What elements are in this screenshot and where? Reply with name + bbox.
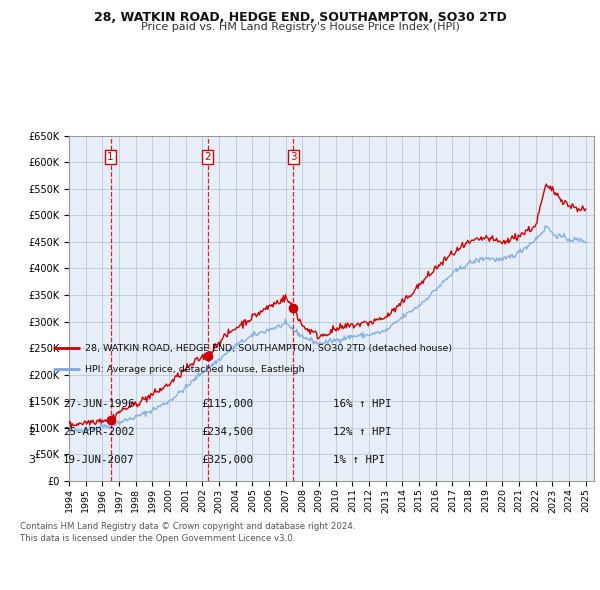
Text: 3: 3 — [290, 152, 296, 162]
Text: 1: 1 — [107, 152, 114, 162]
Text: Contains HM Land Registry data © Crown copyright and database right 2024.
This d: Contains HM Land Registry data © Crown c… — [20, 522, 355, 543]
Text: 2: 2 — [204, 152, 211, 162]
Text: £115,000: £115,000 — [201, 399, 253, 408]
Text: 3: 3 — [28, 455, 35, 465]
Text: HPI: Average price, detached house, Eastleigh: HPI: Average price, detached house, East… — [85, 365, 304, 375]
Text: Price paid vs. HM Land Registry's House Price Index (HPI): Price paid vs. HM Land Registry's House … — [140, 22, 460, 32]
Text: 2: 2 — [28, 427, 35, 437]
Text: 28, WATKIN ROAD, HEDGE END, SOUTHAMPTON, SO30 2TD: 28, WATKIN ROAD, HEDGE END, SOUTHAMPTON,… — [94, 11, 506, 24]
Text: 19-JUN-2007: 19-JUN-2007 — [63, 455, 134, 465]
Text: 25-APR-2002: 25-APR-2002 — [63, 427, 134, 437]
Text: 28, WATKIN ROAD, HEDGE END, SOUTHAMPTON, SO30 2TD (detached house): 28, WATKIN ROAD, HEDGE END, SOUTHAMPTON,… — [85, 344, 452, 353]
Text: £234,500: £234,500 — [201, 427, 253, 437]
Text: 12% ↑ HPI: 12% ↑ HPI — [333, 427, 392, 437]
Text: 1: 1 — [28, 399, 35, 408]
Text: 16% ↑ HPI: 16% ↑ HPI — [333, 399, 392, 408]
Text: 27-JUN-1996: 27-JUN-1996 — [63, 399, 134, 408]
Text: £325,000: £325,000 — [201, 455, 253, 465]
Text: 1% ↑ HPI: 1% ↑ HPI — [333, 455, 385, 465]
